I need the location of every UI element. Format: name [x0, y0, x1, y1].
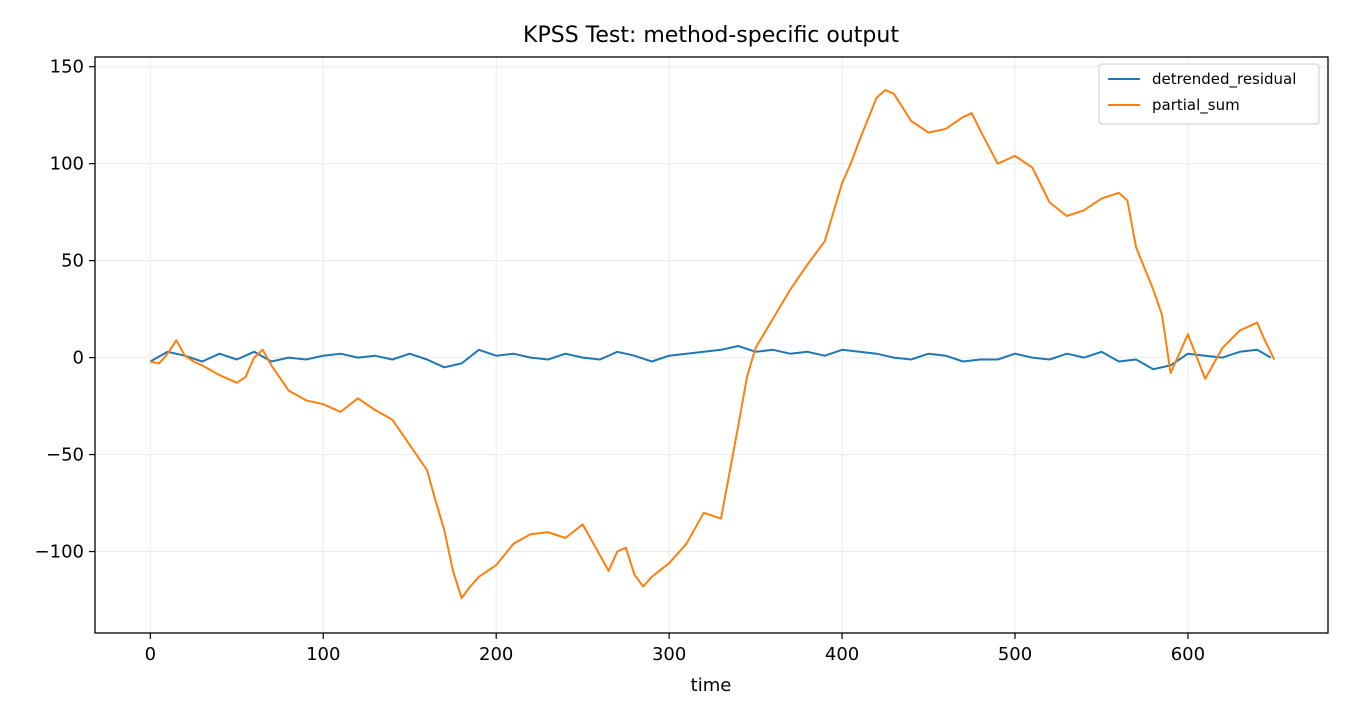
legend-label-partial-sum: partial_sum [1152, 96, 1240, 115]
x-tick-label: 500 [998, 644, 1032, 665]
y-tick-label: 50 [61, 251, 84, 272]
series-line-detrended-residual [149, 345, 1272, 371]
x-tick-label: 600 [1171, 644, 1205, 665]
x-axis-label: time [691, 675, 732, 696]
grid-lines [95, 57, 1328, 633]
plot-area-frame [94, 56, 1329, 634]
legend-box [1098, 63, 1320, 125]
y-tick-label: 150 [50, 57, 84, 78]
x-tick-label: 300 [652, 644, 686, 665]
chart-title: KPSS Test: method-specific output [523, 23, 899, 48]
series-line-partial-sum [150, 89, 1276, 600]
legend: detrended_residual partial_sum [1098, 63, 1320, 125]
axis-ticks: 0 100 200 300 400 500 600 −100 −50 0 50 100 150 [35, 57, 1206, 665]
y-tick-label: −100 [35, 542, 84, 563]
y-tick-label: 100 [50, 154, 84, 175]
legend-label-detrended-residual: detrended_residual [1152, 70, 1296, 89]
x-tick-label: 0 [145, 644, 156, 665]
y-tick-label: −50 [46, 445, 84, 466]
x-tick-label: 400 [825, 644, 859, 665]
x-tick-label: 200 [479, 644, 513, 665]
x-tick-label: 100 [306, 644, 340, 665]
y-tick-label: 0 [73, 348, 84, 369]
series-lines [149, 89, 1276, 600]
